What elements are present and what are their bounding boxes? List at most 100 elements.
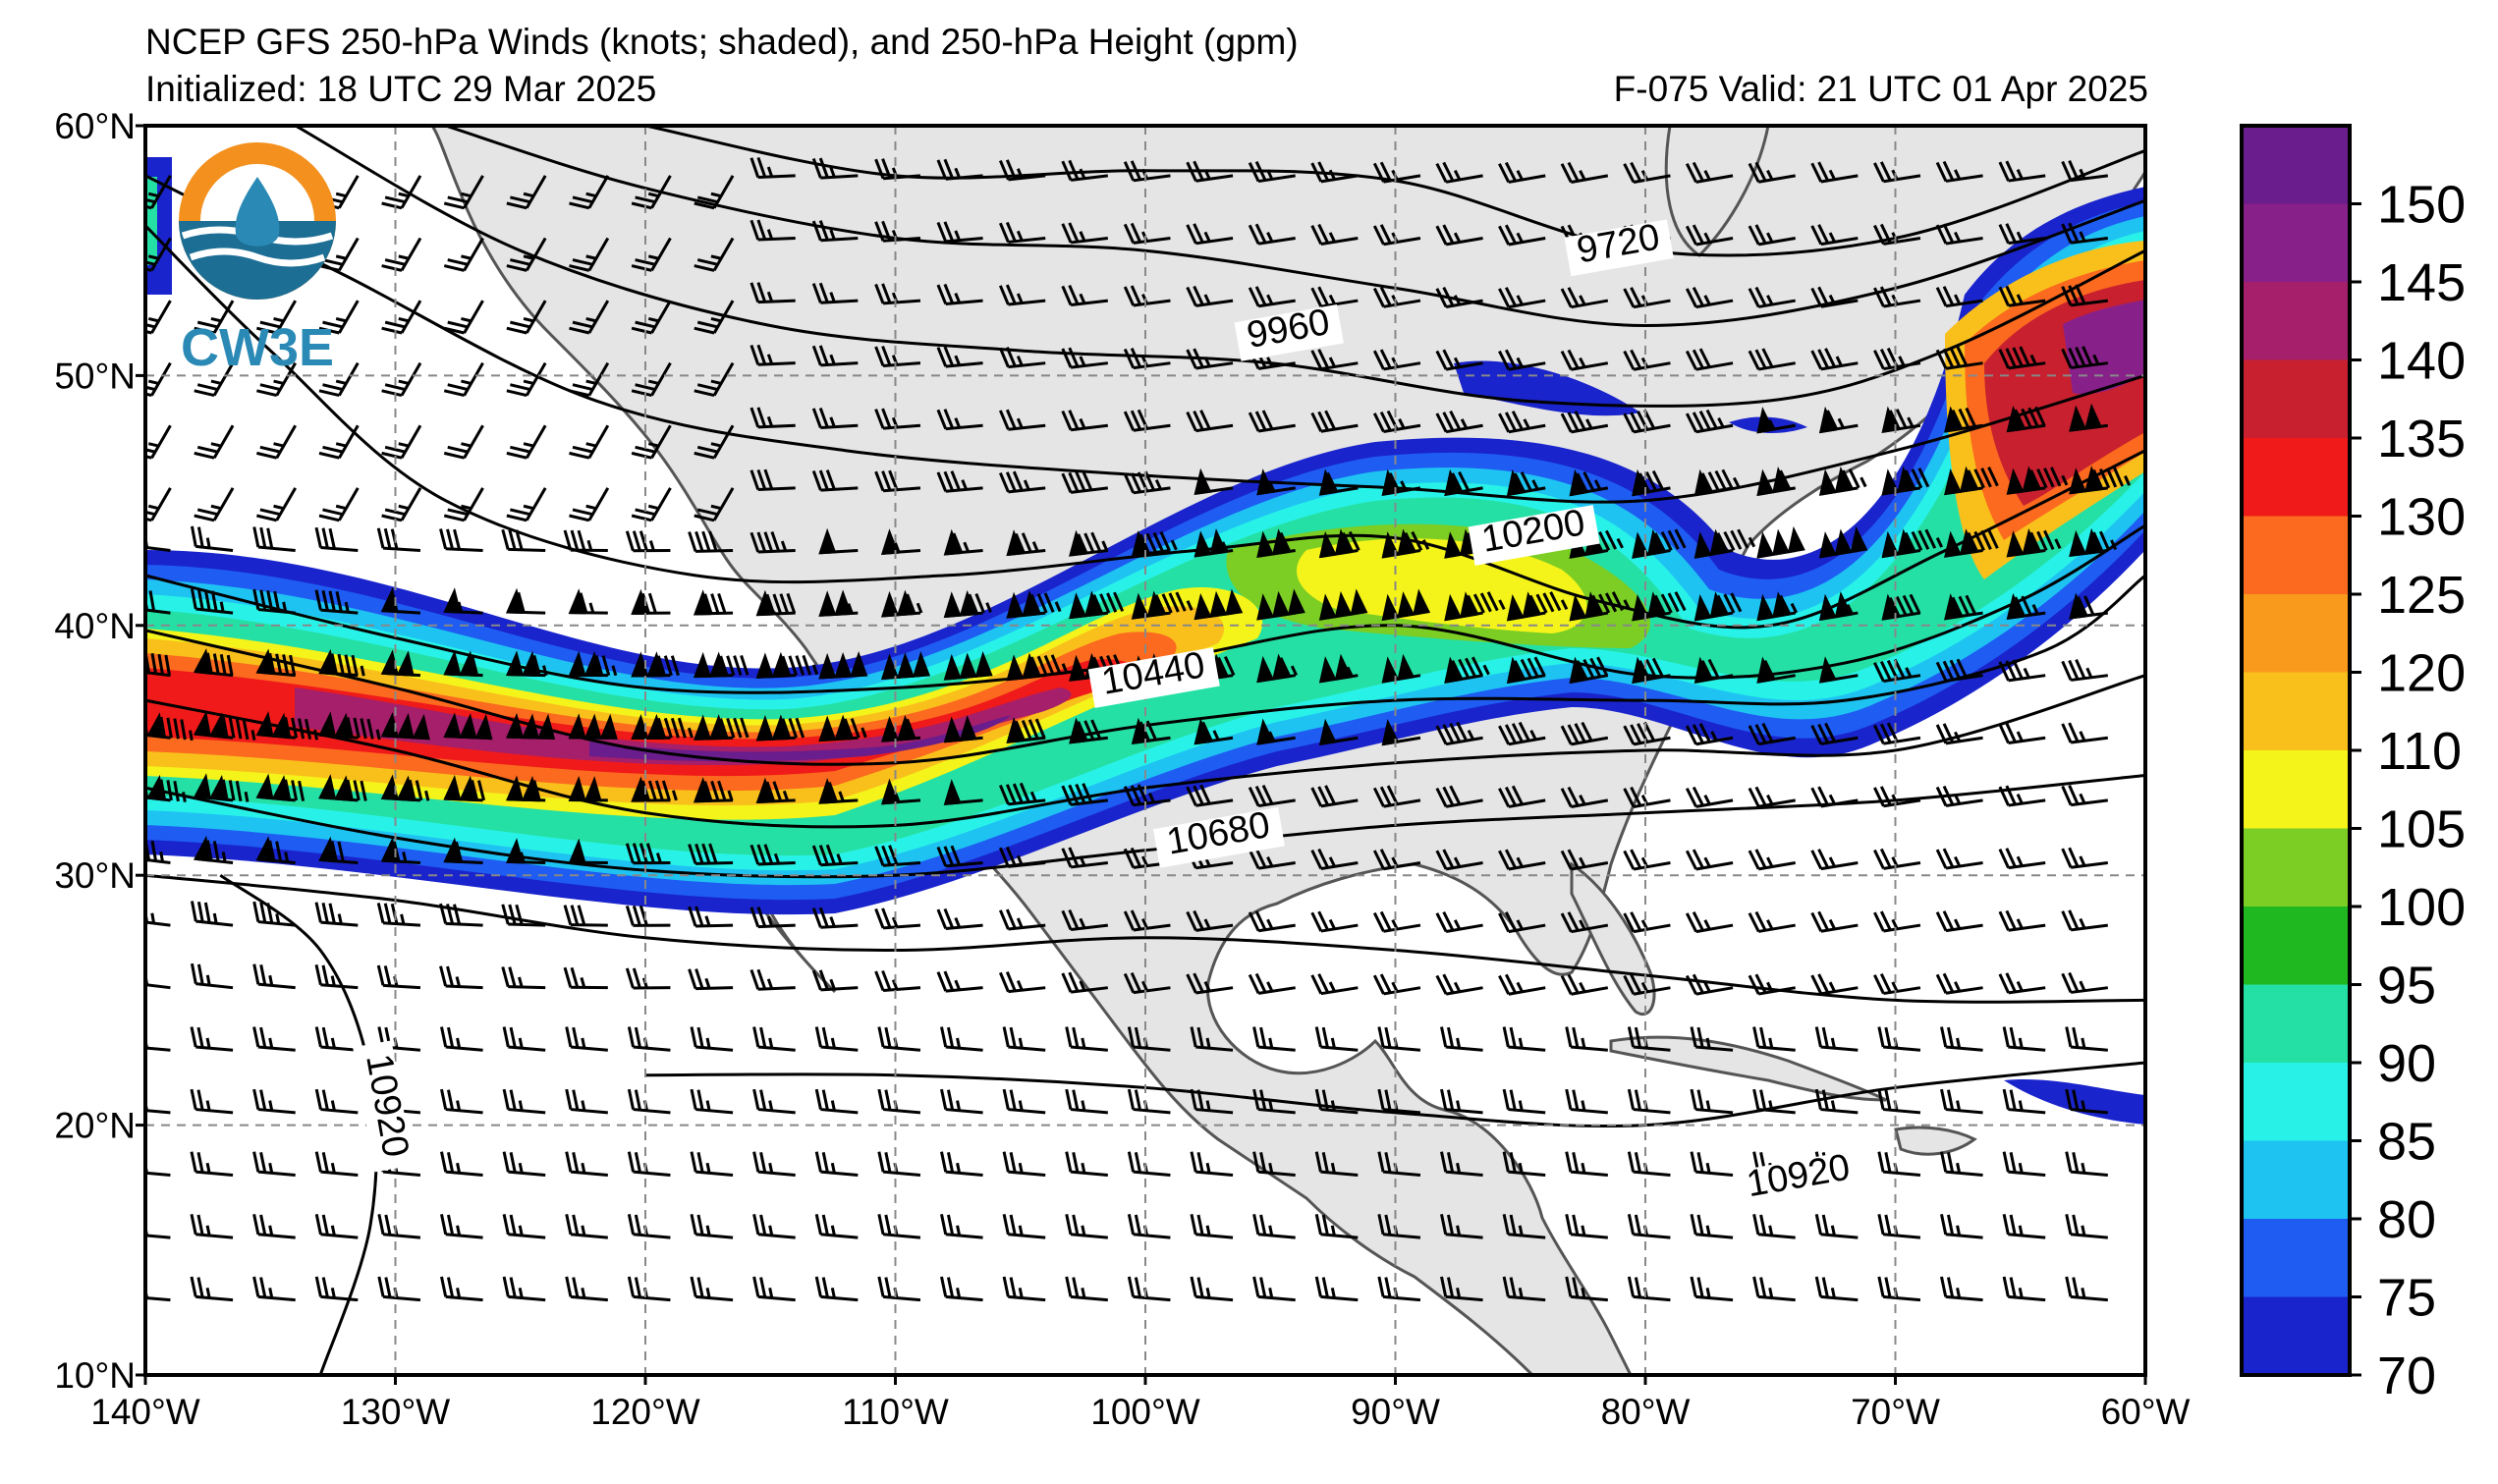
barb-half (330, 1037, 336, 1049)
barb-pennant (818, 652, 837, 680)
wind-barb (1935, 848, 1983, 870)
barb-full (1009, 1277, 1017, 1298)
barb-full (381, 326, 403, 335)
barb-full (351, 654, 359, 676)
wind-barb (318, 300, 360, 335)
wind-barb (568, 588, 608, 615)
barb-pennant (646, 651, 665, 678)
barb-half (268, 1225, 274, 1237)
barb-full (1310, 412, 1323, 432)
barb-full (322, 383, 344, 391)
barb-full (1824, 348, 1836, 368)
wind-barb (752, 1276, 796, 1302)
barb-pennant (412, 713, 430, 741)
barb-full (128, 901, 136, 921)
barb-pennant (1944, 406, 1963, 433)
wind-barb (256, 424, 297, 460)
barb-full (128, 1214, 136, 1234)
wind-barb (193, 773, 250, 802)
barb-half (1456, 1288, 1462, 1298)
barb-half (268, 1037, 274, 1049)
barb-full (2072, 1026, 2080, 1048)
barb-full (1377, 1151, 1385, 1173)
barb-full (1759, 1089, 1767, 1111)
barb-pennant (1225, 588, 1244, 616)
wind-barb (1002, 1026, 1046, 1052)
barb-pennant (1131, 530, 1149, 558)
barb-full (1824, 722, 1836, 742)
wind-barb (936, 221, 983, 244)
barb-full (1123, 910, 1136, 931)
wind-barb (1435, 849, 1483, 871)
contour-label: 9960 (1234, 302, 1344, 361)
barb-half (1891, 981, 1899, 993)
barb-full (1123, 473, 1136, 494)
barb-full (259, 1026, 267, 1048)
barb-pennant (1318, 718, 1337, 746)
barb-half (1748, 536, 1756, 548)
barb-full (440, 1026, 448, 1048)
barb-full (2092, 468, 2104, 490)
barb-full (1748, 288, 1760, 308)
wind-barb (1565, 1276, 1608, 1302)
barb-full (1879, 723, 1892, 743)
barb-full (1467, 594, 1479, 615)
barb-full (196, 526, 204, 548)
barb-full (827, 782, 838, 802)
barb-full (1965, 594, 1977, 615)
barb-full (219, 654, 227, 676)
barb-pennant (1256, 593, 1275, 621)
wind-barb (2002, 1151, 2046, 1177)
barb-half (1154, 479, 1162, 490)
barb-full (321, 527, 329, 549)
barb-full (1504, 349, 1518, 369)
wind-barb (1310, 410, 1359, 433)
barb-full (749, 345, 760, 365)
barb-full (1520, 471, 1532, 492)
barb-pennant (568, 713, 586, 740)
wind-barb (1502, 1151, 1546, 1177)
barb-full (1317, 786, 1330, 806)
barb-full (1817, 910, 1830, 931)
barb-full (259, 964, 267, 986)
barb-full (1435, 350, 1448, 370)
barb-half (961, 479, 969, 490)
barb-full (1261, 410, 1274, 430)
wind-barb (874, 158, 921, 181)
wind-barb (1123, 972, 1171, 995)
barb-half (1705, 1162, 1711, 1174)
barb-full (572, 445, 593, 454)
barb-pennant (1459, 528, 1477, 557)
barb-half (205, 1037, 211, 1049)
barb-half (1640, 981, 1649, 993)
wind-barb (1256, 718, 1296, 745)
barb-full (1935, 973, 1948, 994)
wind-barb (1814, 1026, 1859, 1052)
barb-full (196, 588, 204, 611)
barb-full (1384, 1152, 1392, 1174)
barb-full (572, 195, 593, 204)
wind-barb (749, 907, 796, 929)
contour-label-bg (1234, 304, 1344, 361)
barb-full (1083, 532, 1095, 553)
barb-full (717, 592, 727, 614)
barb-half (1081, 1100, 1086, 1112)
barb-full (1630, 849, 1642, 869)
barb-pennant (1881, 593, 1900, 621)
barb-half (1081, 1288, 1086, 1298)
wind-barb (811, 469, 859, 492)
barb-full (570, 905, 580, 926)
barb-pennant (1022, 590, 1040, 618)
wind-barb (190, 1151, 234, 1177)
barb-pennant (959, 589, 977, 617)
wind-barb (749, 219, 796, 242)
barb-half (268, 1288, 274, 1298)
barb-full (811, 408, 822, 429)
barb-full (765, 781, 776, 802)
wind-barb (190, 1214, 234, 1239)
barb-half (1290, 665, 1299, 677)
wind-barb (1756, 407, 1796, 434)
barb-full (532, 780, 541, 801)
barb-full (1310, 162, 1323, 183)
barb-full (2036, 530, 2048, 551)
